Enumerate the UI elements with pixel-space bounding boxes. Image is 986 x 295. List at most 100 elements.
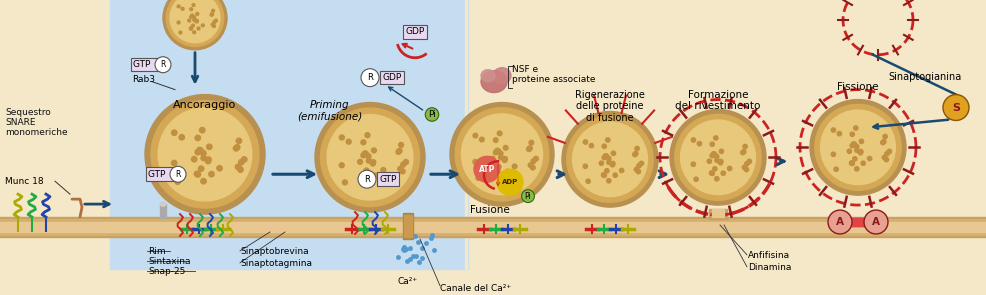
Circle shape [213, 21, 216, 24]
Circle shape [849, 161, 854, 165]
Circle shape [880, 140, 885, 144]
Circle shape [636, 163, 641, 168]
Circle shape [599, 161, 602, 165]
Circle shape [883, 152, 888, 156]
Text: Fusione: Fusione [469, 205, 510, 215]
Circle shape [634, 167, 638, 171]
Bar [0, 222, 986, 232]
Circle shape [195, 150, 200, 155]
Circle shape [669, 109, 765, 205]
Circle shape [589, 143, 593, 148]
Circle shape [742, 144, 746, 149]
Text: Dinamina: Dinamina [747, 263, 791, 272]
Circle shape [619, 168, 623, 173]
Circle shape [690, 138, 695, 142]
Circle shape [529, 165, 534, 170]
Ellipse shape [480, 71, 507, 93]
Circle shape [612, 173, 617, 177]
Circle shape [530, 159, 535, 163]
Circle shape [583, 164, 587, 168]
Circle shape [366, 154, 371, 159]
Circle shape [172, 130, 176, 135]
Text: Canale del Ca²⁺: Canale del Ca²⁺ [440, 284, 511, 293]
Circle shape [498, 155, 503, 160]
Circle shape [196, 147, 202, 153]
Circle shape [176, 21, 179, 24]
Circle shape [211, 23, 214, 26]
Circle shape [718, 159, 723, 164]
Circle shape [190, 14, 193, 17]
Text: Sinaptobrevina: Sinaptobrevina [240, 247, 309, 256]
Circle shape [498, 175, 503, 180]
Circle shape [505, 169, 510, 174]
Circle shape [727, 166, 731, 171]
Circle shape [493, 150, 498, 155]
Circle shape [189, 27, 192, 30]
Circle shape [364, 168, 369, 173]
Circle shape [528, 163, 532, 168]
Circle shape [863, 210, 887, 234]
Circle shape [606, 156, 610, 160]
Circle shape [883, 158, 887, 162]
Text: Sequestro
SNARE
monomeriche: Sequestro SNARE monomeriche [5, 107, 68, 137]
Circle shape [195, 12, 198, 15]
Circle shape [361, 173, 366, 178]
Circle shape [238, 167, 243, 172]
Circle shape [494, 148, 499, 153]
Circle shape [472, 160, 477, 164]
Ellipse shape [480, 70, 495, 82]
Bar [0, 217, 986, 237]
Text: R: R [367, 73, 373, 82]
Circle shape [455, 108, 548, 201]
Circle shape [475, 176, 480, 180]
Circle shape [198, 148, 203, 153]
Circle shape [942, 95, 968, 120]
Circle shape [696, 142, 701, 146]
Circle shape [690, 162, 695, 166]
Circle shape [199, 127, 205, 133]
Circle shape [339, 135, 344, 140]
Circle shape [191, 14, 194, 17]
Circle shape [603, 154, 608, 158]
Circle shape [320, 108, 419, 206]
Text: Rab3: Rab3 [132, 75, 155, 84]
Circle shape [528, 140, 533, 145]
Circle shape [718, 160, 722, 165]
Circle shape [397, 166, 402, 171]
Circle shape [361, 153, 366, 158]
Circle shape [740, 150, 745, 154]
Circle shape [381, 168, 386, 173]
Circle shape [346, 139, 351, 144]
Circle shape [712, 167, 716, 171]
Ellipse shape [160, 202, 166, 206]
Circle shape [493, 138, 498, 142]
Circle shape [315, 103, 425, 212]
Circle shape [191, 157, 196, 162]
Circle shape [211, 13, 213, 16]
Text: Rim: Rim [148, 247, 166, 256]
Circle shape [361, 140, 366, 145]
Circle shape [200, 178, 206, 184]
Circle shape [586, 179, 590, 183]
Circle shape [326, 114, 412, 200]
Circle shape [371, 160, 376, 165]
Circle shape [473, 156, 500, 182]
Circle shape [600, 173, 605, 177]
Circle shape [189, 15, 192, 18]
Circle shape [814, 104, 900, 190]
Circle shape [880, 140, 884, 145]
Bar [708, 209, 727, 219]
Text: Ancoraggio: Ancoraggio [174, 99, 237, 109]
Circle shape [609, 163, 614, 167]
Circle shape [680, 120, 754, 195]
Circle shape [830, 152, 835, 156]
Circle shape [833, 167, 837, 171]
Circle shape [709, 171, 714, 176]
Circle shape [849, 132, 854, 136]
Circle shape [709, 171, 713, 175]
Text: R: R [364, 175, 370, 184]
Circle shape [205, 158, 211, 164]
Circle shape [170, 0, 220, 43]
Circle shape [177, 5, 179, 8]
Circle shape [395, 149, 400, 154]
